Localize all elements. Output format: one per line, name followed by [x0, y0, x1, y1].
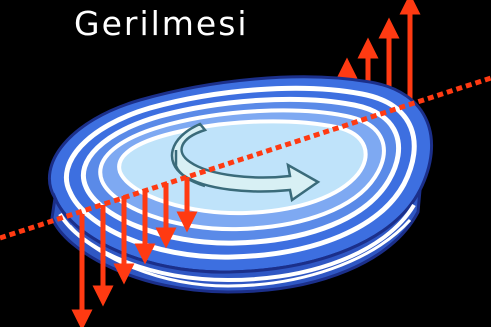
rotation-axis — [0, 75, 491, 241]
downward-force-arrows — [71, 177, 198, 327]
diagram-title: Gerilmesi — [74, 4, 249, 43]
